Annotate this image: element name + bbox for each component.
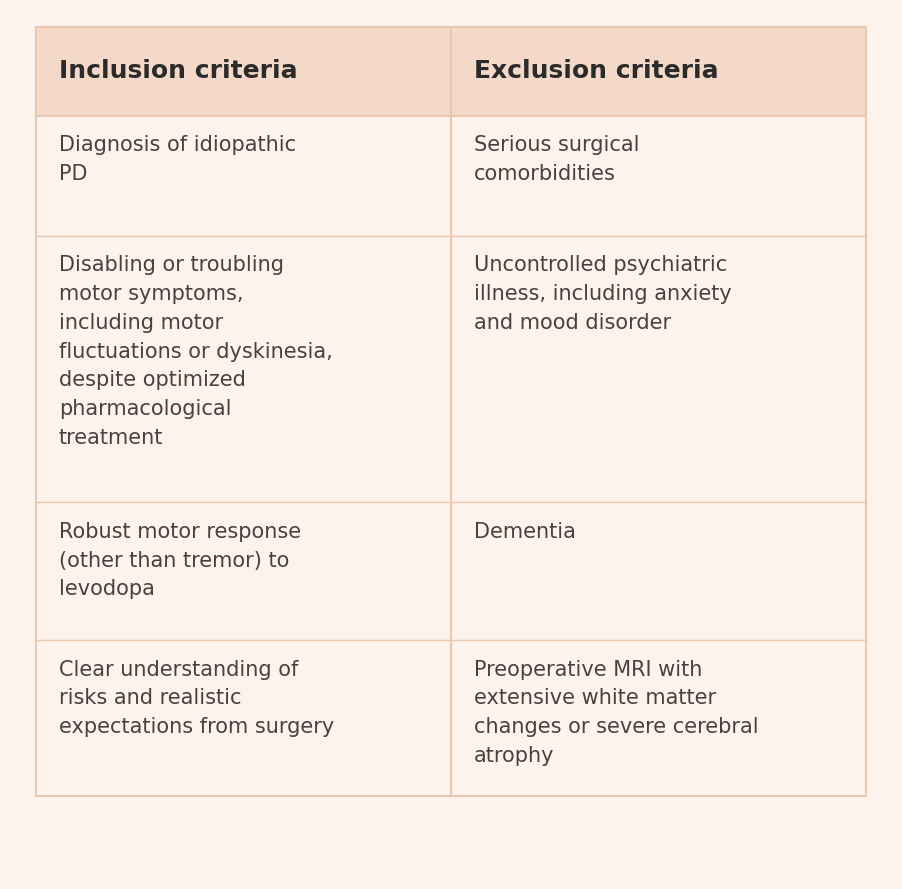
Text: Inclusion criteria: Inclusion criteria [59, 60, 298, 83]
Text: Clear understanding of
risks and realistic
expectations from surgery: Clear understanding of risks and realist… [59, 660, 334, 737]
FancyBboxPatch shape [36, 27, 866, 116]
FancyBboxPatch shape [36, 116, 866, 796]
Text: Diagnosis of idiopathic
PD: Diagnosis of idiopathic PD [59, 135, 296, 184]
Text: Disabling or troubling
motor symptoms,
including motor
fluctuations or dyskinesi: Disabling or troubling motor symptoms, i… [59, 255, 332, 448]
Text: Exclusion criteria: Exclusion criteria [474, 60, 718, 83]
Text: Uncontrolled psychiatric
illness, including anxiety
and mood disorder: Uncontrolled psychiatric illness, includ… [474, 255, 732, 332]
Text: Preoperative MRI with
extensive white matter
changes or severe cerebral
atrophy: Preoperative MRI with extensive white ma… [474, 660, 759, 766]
Text: Robust motor response
(other than tremor) to
levodopa: Robust motor response (other than tremor… [59, 522, 300, 599]
Text: Dementia: Dementia [474, 522, 575, 541]
Text: Serious surgical
comorbidities: Serious surgical comorbidities [474, 135, 639, 184]
